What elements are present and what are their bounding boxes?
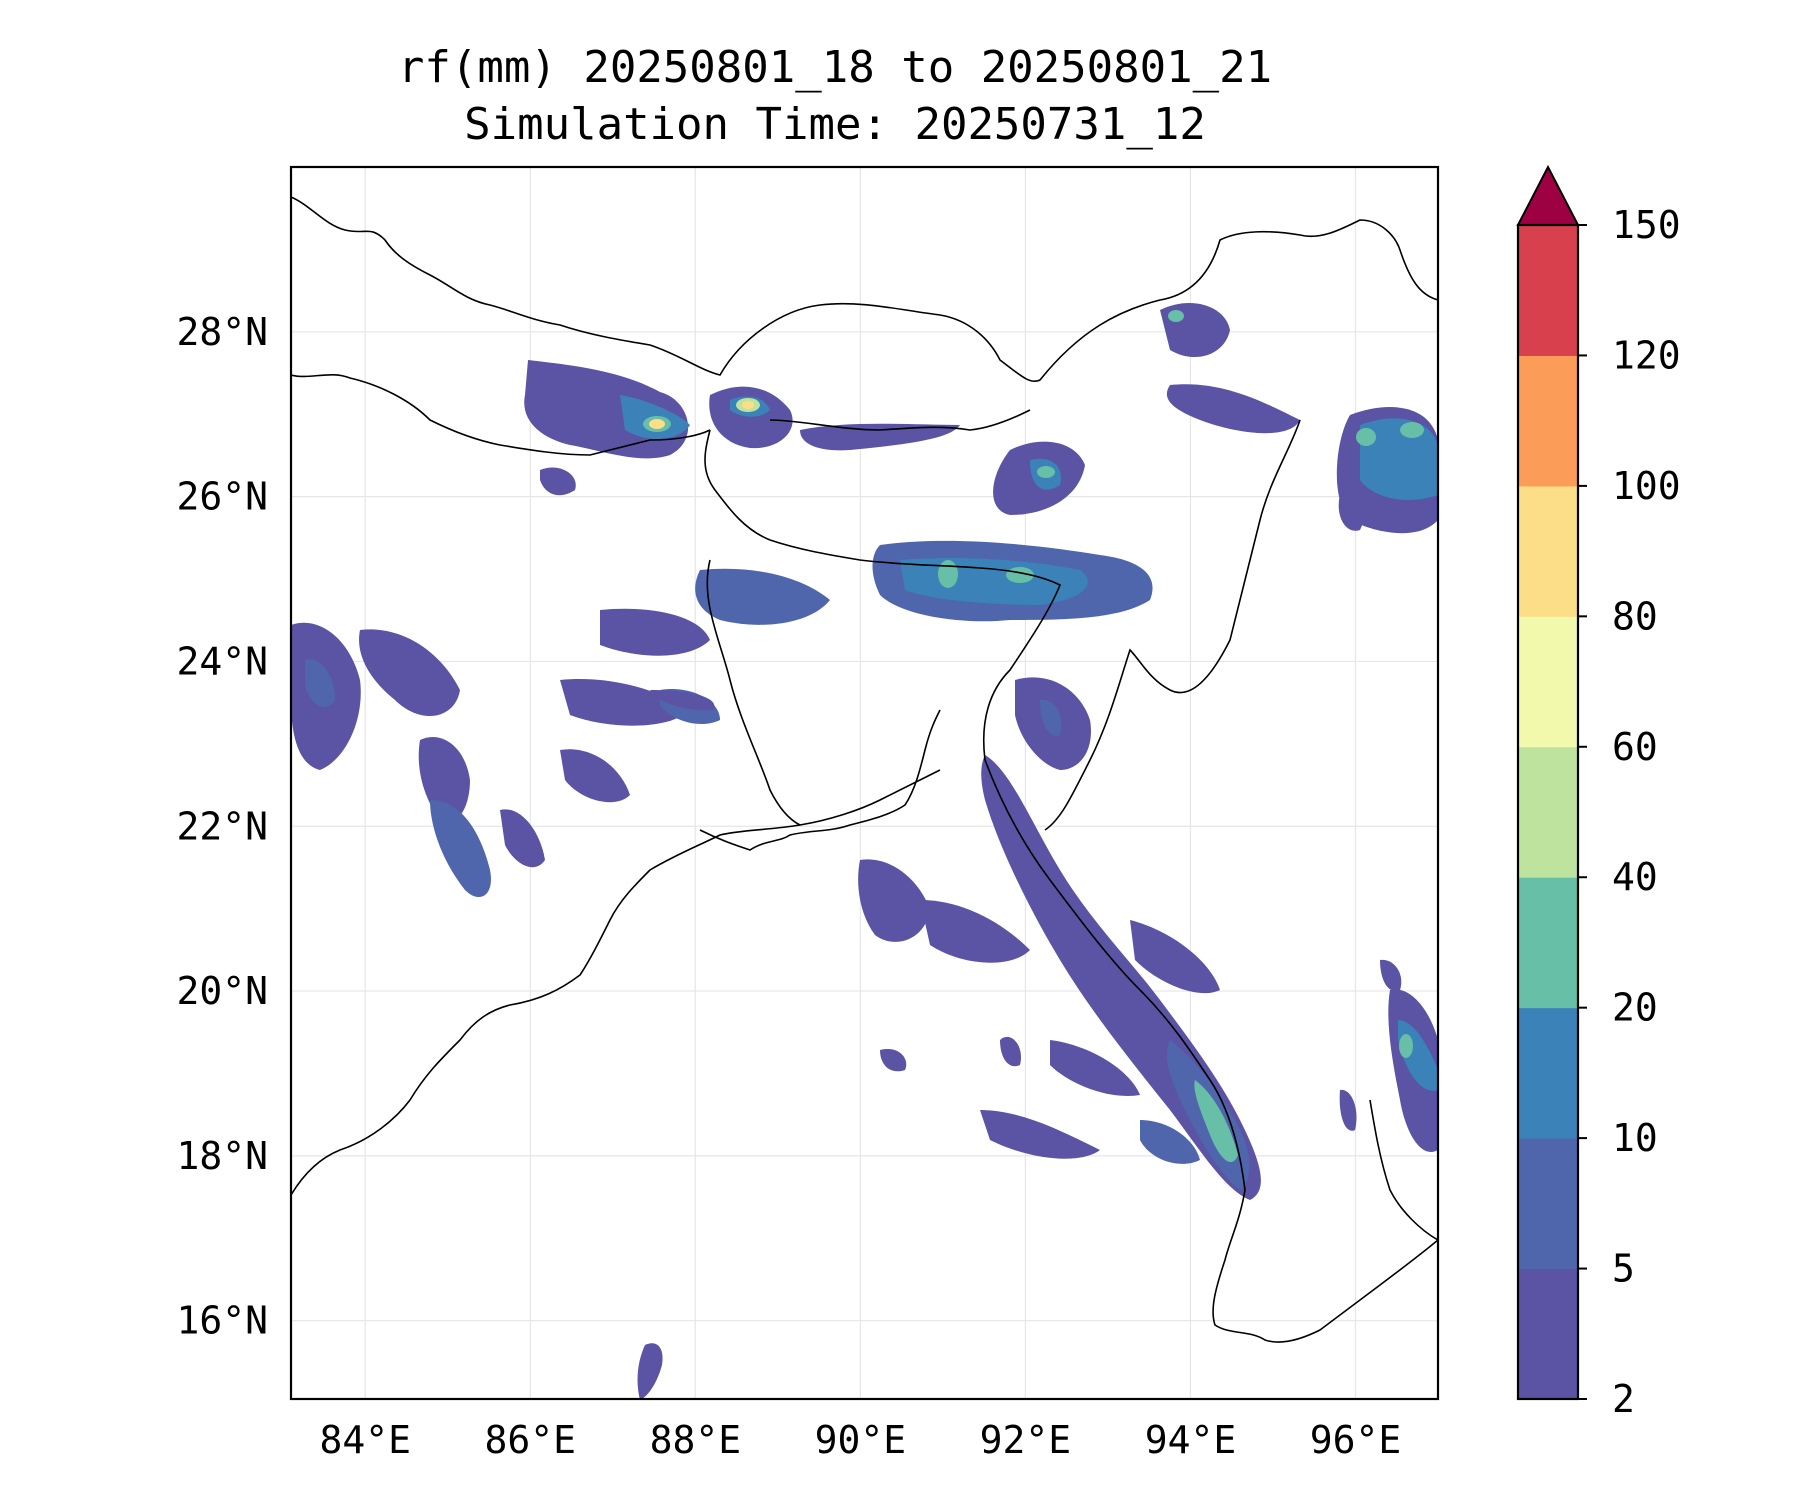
y-tick-label: 16°N (176, 1299, 268, 1343)
border-nepal-north (291, 196, 1438, 382)
colorbar-segment (1518, 616, 1578, 748)
colorbar-frame (1516, 223, 1580, 1401)
rain-west-india (291, 622, 720, 898)
colorbar: 2 5 10 20 40 60 80 100 120 150 (1516, 164, 1681, 1421)
x-tick-label: 86°E (485, 1418, 577, 1462)
chart-title-line1: rf(mm) 20250801_18 to 20250801_21 (397, 42, 1273, 93)
colorbar-segment (1518, 877, 1578, 1009)
rain-nepal (524, 360, 690, 496)
colorbar-segment (1518, 1268, 1578, 1400)
border-india-myanmar (1044, 419, 1301, 831)
colorbar-tick-label: 10 (1612, 1116, 1658, 1160)
colorbar-tick-label: 2 (1612, 1377, 1635, 1421)
y-tick-label: 18°N (176, 1134, 268, 1178)
colorbar-segment (1518, 355, 1578, 487)
colorbar-tick-label: 120 (1612, 333, 1681, 377)
rain-meghalaya (600, 540, 1153, 656)
y-tick-label: 28°N (176, 310, 268, 354)
border-bangladesh-west (706, 559, 801, 826)
colorbar-tick-label: 100 (1612, 464, 1681, 508)
colorbar-tick-label: 80 (1612, 594, 1658, 638)
y-axis-ticks: 16°N 18°N 20°N 22°N 24°N 26°N 28°N (176, 310, 268, 1343)
colorbar-extend-triangle (1516, 164, 1580, 226)
coastline-arakan (984, 759, 1438, 1343)
x-axis-ticks: 84°E 86°E 88°E 90°E 92°E 94°E 96°E (320, 1418, 1402, 1462)
x-tick-label: 90°E (815, 1418, 907, 1462)
chart-title-line2: Simulation Time: 20250731_12 (464, 99, 1206, 150)
colorbar-segment (1518, 225, 1578, 356)
coastline-bangladesh-delta (699, 709, 941, 851)
map-gridlines (291, 167, 1438, 1399)
coastline-east-india (291, 769, 941, 1196)
x-tick-label: 92°E (980, 1418, 1072, 1462)
colorbar-tick-label: 5 (1612, 1247, 1635, 1291)
rain-bhutan (709, 386, 960, 451)
border-bhutan (769, 409, 1031, 431)
rain-arakan-coast (980, 755, 1261, 1200)
y-tick-label: 22°N (176, 804, 268, 848)
colorbar-tick-label: 40 (1612, 855, 1658, 899)
rain-bay-of-bengal (637, 859, 1030, 1399)
x-tick-label: 96°E (1310, 1418, 1402, 1462)
map-frame (289, 165, 1440, 1401)
y-tick-label: 24°N (176, 639, 268, 683)
coastlines-and-borders (291, 196, 1438, 1343)
border-bangladesh (704, 429, 1062, 761)
x-tick-label: 88°E (650, 1418, 742, 1462)
colorbar-segment (1518, 1138, 1578, 1270)
rain-arunachal-east (1336, 407, 1438, 534)
y-tick-label: 20°N (176, 969, 268, 1013)
rain-myanmar-east (1339, 959, 1438, 1152)
colorbar-tick-label: 20 (1612, 986, 1658, 1030)
rain-tripura-mizoram (1015, 677, 1091, 770)
colorbar-tick-label: 60 (1612, 725, 1658, 769)
colorbar-segment (1518, 1007, 1578, 1139)
x-tick-label: 94°E (1145, 1418, 1237, 1462)
x-tick-label: 84°E (320, 1418, 412, 1462)
rain-assam (993, 302, 1300, 515)
colorbar-segment (1518, 746, 1578, 878)
rainfall-contours (291, 302, 1438, 1399)
colorbar-segment (1518, 485, 1578, 617)
border-nepal-south (291, 374, 711, 456)
colorbar-tick-label: 150 (1612, 203, 1681, 247)
y-tick-label: 26°N (176, 475, 268, 519)
border-myanmar-east (1369, 1099, 1438, 1241)
